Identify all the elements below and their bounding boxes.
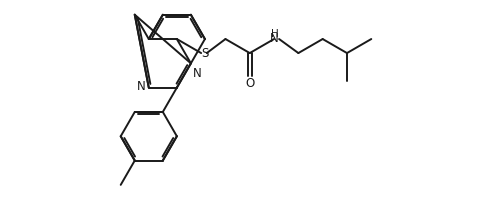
Text: N: N xyxy=(193,67,202,80)
Text: S: S xyxy=(202,47,209,60)
Text: H: H xyxy=(271,29,278,39)
Text: N: N xyxy=(137,80,146,93)
Text: O: O xyxy=(245,77,254,90)
Text: N: N xyxy=(270,32,279,45)
